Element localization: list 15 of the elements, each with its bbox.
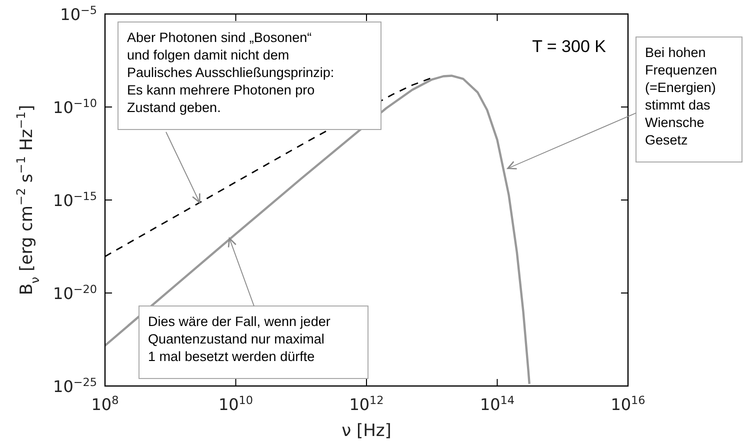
x-tick-label: 10$^{10}$: [218, 394, 254, 414]
x-tick-label: 10$^{12}$: [349, 394, 384, 414]
y-tick-label: 10$^{−20}$: [53, 282, 97, 303]
x-axis-title: ν [Hz]: [342, 421, 392, 441]
y-tick-label: 10$^{−15}$: [53, 190, 97, 210]
annotation: Bei hohen Frequenzen (=Energien) stimmt das Wiensche Gesetz: [645, 45, 718, 148]
annotation: T = 300 K: [532, 37, 607, 56]
y-tick-label: 10$^{−25}$: [53, 376, 97, 396]
annotation: Dies wäre der Fall, wenn jeder Quantenzustand nur maximal 1 mal besetzt werden dürfte: [148, 314, 331, 364]
annotation: Aber Photonen sind „Bosonen“ und folgen damit nicht dem Paulisches Ausschließungsprinzip: Es kann mehrere Photonen pro Zustand geben.: [127, 30, 334, 115]
x-tick-label: 10$^{8}$: [91, 394, 119, 414]
x-tick-label: 10$^{14}$: [480, 394, 515, 414]
y-tick-label: 10$^{−10}$: [53, 96, 97, 117]
y-tick-label: 10$^{−5}$: [60, 4, 97, 24]
x-tick-label: 10$^{16}$: [610, 394, 646, 414]
